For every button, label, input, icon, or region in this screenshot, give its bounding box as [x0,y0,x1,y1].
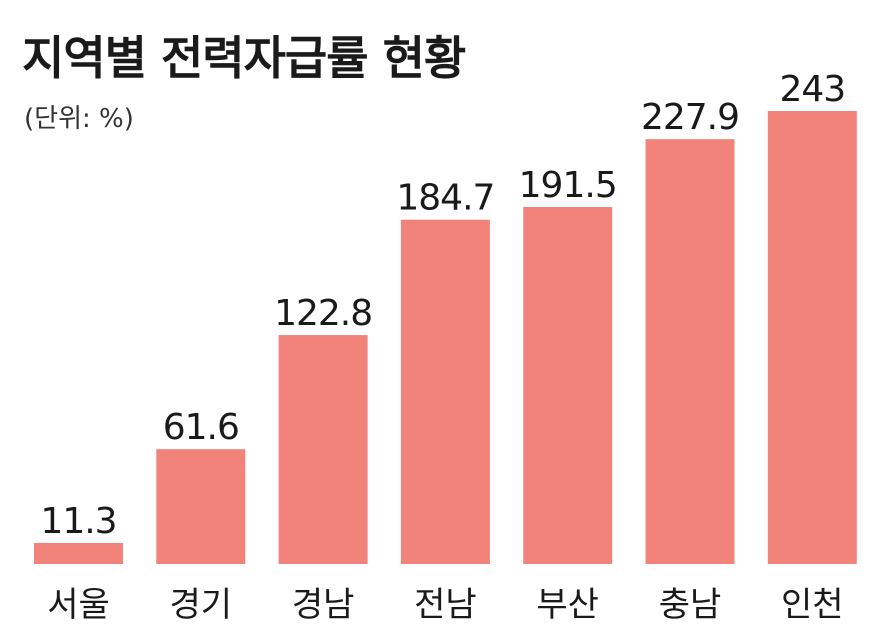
value-label-3: 122.8 [274,293,372,334]
bar-2 [156,449,246,564]
value-label-4: 184.7 [396,178,494,219]
bar-6 [645,139,735,564]
category-label-7: 인천 [781,585,844,625]
category-label-3: 경남 [292,585,355,625]
category-label-5: 부산 [536,585,599,625]
category-label-1: 서울 [47,585,110,625]
bar-1 [34,542,123,564]
category-label-4: 전남 [414,585,477,625]
bar-4 [400,219,490,564]
category-label-2: 경기 [170,585,233,625]
value-label-7: 243 [779,69,845,110]
bar-3 [278,335,368,564]
bar-5 [523,207,613,565]
value-label-5: 191.5 [519,165,617,206]
unit-note: (단위: %) [24,104,134,134]
chart-title: 지역별 전력자급률 현황 [22,31,466,85]
value-label-6: 227.9 [641,97,739,138]
category-label-6: 충남 [659,585,722,625]
value-label-1: 11.3 [40,501,116,542]
value-label-2: 61.6 [163,407,239,448]
bar-7 [767,111,857,564]
